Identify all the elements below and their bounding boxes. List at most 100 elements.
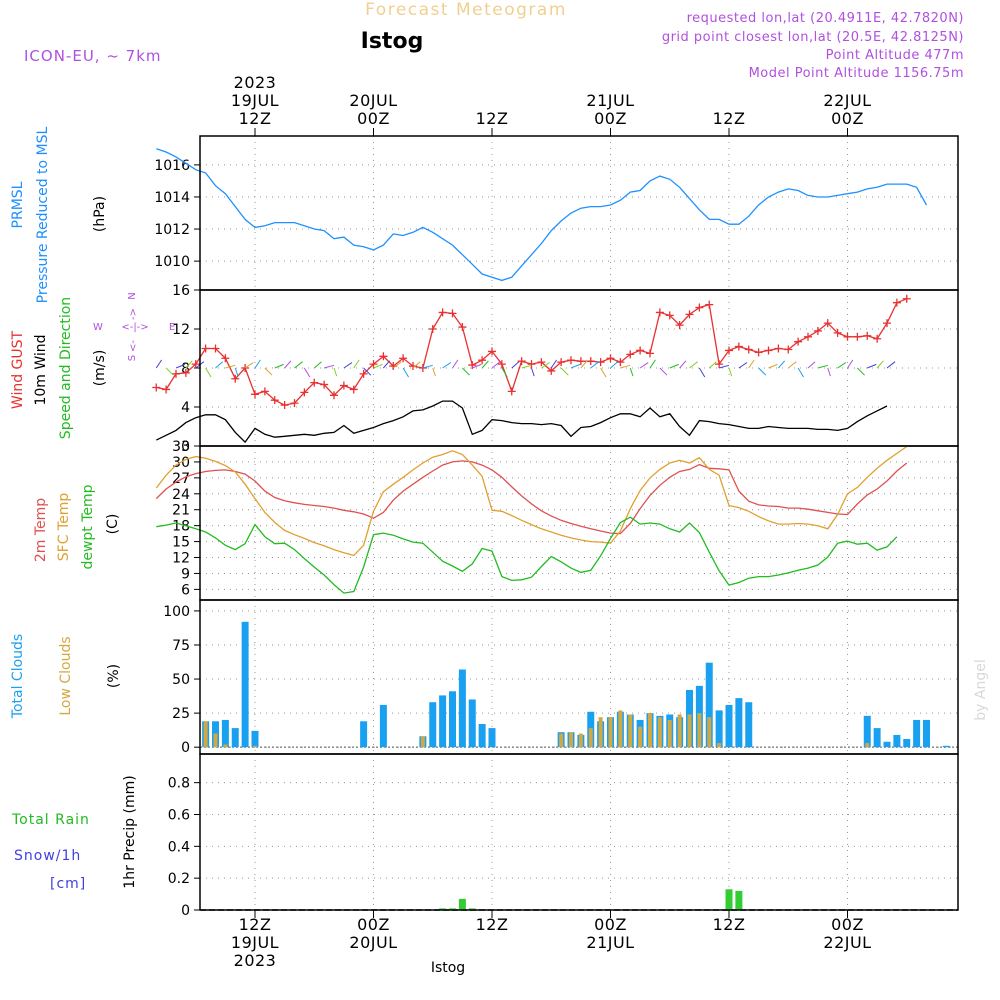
wind-arrow bbox=[333, 367, 338, 377]
wind-arrow bbox=[511, 361, 520, 369]
bar-low-clouds bbox=[717, 743, 722, 748]
gust-marker bbox=[685, 310, 694, 319]
bar-total-clouds bbox=[379, 704, 387, 748]
wind-arrow bbox=[817, 364, 828, 369]
gust-marker bbox=[290, 399, 299, 408]
gust-marker bbox=[517, 357, 526, 366]
wind-arrow bbox=[185, 360, 193, 369]
bar-total-clouds bbox=[873, 728, 881, 748]
wind-arrow bbox=[867, 363, 877, 369]
bar-total-clouds bbox=[903, 739, 911, 748]
bar-low-clouds bbox=[638, 726, 643, 748]
wind-arrow bbox=[402, 367, 409, 378]
top-tick-label: 12Z bbox=[476, 109, 509, 128]
gust-marker bbox=[744, 345, 753, 354]
bottom-tick-label: 00Z bbox=[594, 915, 627, 934]
bar-total-rain bbox=[725, 889, 733, 910]
wind-arrow bbox=[215, 361, 224, 369]
compass-n: N bbox=[127, 292, 138, 299]
gust-marker bbox=[270, 396, 279, 405]
gust-marker bbox=[665, 311, 674, 320]
wind-arrow bbox=[639, 362, 649, 369]
gust-marker bbox=[695, 303, 704, 312]
gust-marker bbox=[705, 300, 714, 309]
wind-arrow bbox=[412, 361, 421, 369]
bar-total-clouds bbox=[221, 719, 229, 748]
bar-low-clouds bbox=[697, 713, 702, 748]
gust-marker bbox=[488, 347, 496, 356]
wind-arrow bbox=[462, 367, 470, 376]
bar-low-clouds bbox=[677, 714, 682, 748]
bar-total-clouds bbox=[449, 691, 456, 748]
bar-total-clouds bbox=[745, 702, 753, 748]
bar-total-clouds bbox=[429, 702, 437, 748]
bar-total-rain bbox=[458, 898, 466, 910]
top-tick-label: 20JUL bbox=[349, 91, 397, 110]
wind-arrow bbox=[521, 364, 532, 369]
gust-marker bbox=[152, 383, 161, 392]
bottom-tick-label: 12Z bbox=[713, 915, 746, 934]
gust-marker bbox=[379, 352, 388, 361]
top-tick-label: 00Z bbox=[357, 109, 390, 128]
bar-total-clouds bbox=[458, 669, 466, 748]
wind-arrow bbox=[797, 367, 804, 378]
wind-arrow bbox=[264, 367, 273, 376]
gust-marker bbox=[715, 360, 724, 369]
footer-location: Istog bbox=[431, 960, 465, 976]
precip-panel-labels: Total Rain Snow/1h [cm] 1hr Precip (mm) bbox=[11, 775, 138, 892]
gust-marker bbox=[892, 298, 901, 307]
bar-total-clouds bbox=[913, 719, 921, 748]
y-tick-label: 25 bbox=[172, 706, 190, 722]
gust-marker bbox=[646, 349, 654, 358]
bar-low-clouds bbox=[203, 721, 208, 748]
bar-low-clouds bbox=[559, 733, 564, 748]
wind-gust-label: Wind GUST bbox=[10, 330, 26, 409]
y-tick-label: 1014 bbox=[154, 190, 190, 206]
wind-arrow bbox=[353, 359, 360, 369]
wind-arrow bbox=[718, 364, 730, 369]
y-tick-label: 0 bbox=[181, 740, 190, 756]
gust-marker bbox=[458, 323, 467, 332]
gust-marker bbox=[774, 344, 783, 353]
gust-marker bbox=[399, 354, 408, 363]
y-tick-label: 0.6 bbox=[168, 807, 190, 823]
point-altitude: Point Altitude 477m bbox=[826, 48, 964, 63]
bar-total-clouds bbox=[705, 662, 713, 748]
bar-low-clouds bbox=[628, 714, 633, 748]
bar-total-clouds bbox=[893, 734, 901, 748]
y-tick-label: 0 bbox=[181, 903, 190, 919]
bar-total-rain bbox=[449, 908, 456, 910]
wind-arrow bbox=[758, 367, 767, 376]
wind-arrow bbox=[560, 367, 569, 376]
bar-total-clouds bbox=[439, 695, 447, 748]
top-tick-label: 12Z bbox=[713, 109, 746, 128]
series-line-10m-wind bbox=[156, 400, 888, 444]
gust-marker bbox=[438, 308, 447, 317]
pressure-msl-label: Pressure Reduced to MSL bbox=[35, 126, 51, 303]
bar-total-clouds bbox=[942, 745, 950, 748]
gust-marker bbox=[586, 357, 595, 366]
wind-arrow bbox=[570, 363, 581, 369]
gust-marker bbox=[211, 344, 220, 353]
wind-arrow bbox=[580, 360, 588, 369]
gust-marker bbox=[221, 354, 230, 363]
compass-s: S bbox=[127, 355, 138, 361]
bar-low-clouds bbox=[578, 733, 583, 748]
bottom-tick-label: 21JUL bbox=[586, 933, 634, 952]
y-tick-label: 1010 bbox=[154, 254, 190, 270]
panel-frame bbox=[199, 599, 959, 755]
y-tick-label: 1012 bbox=[154, 222, 190, 238]
top-tick-label: 00Z bbox=[594, 109, 627, 128]
y-tick-label: 24 bbox=[172, 487, 190, 503]
wind-arrow bbox=[294, 361, 303, 369]
gust-marker bbox=[567, 356, 575, 365]
wind-arrow bbox=[165, 367, 174, 376]
gust-marker bbox=[191, 360, 200, 369]
wind-arrow bbox=[205, 367, 212, 378]
panel-frame bbox=[199, 445, 959, 601]
gust-marker bbox=[804, 332, 812, 341]
bar-total-clouds bbox=[241, 621, 249, 748]
wind-arrow bbox=[274, 363, 284, 369]
